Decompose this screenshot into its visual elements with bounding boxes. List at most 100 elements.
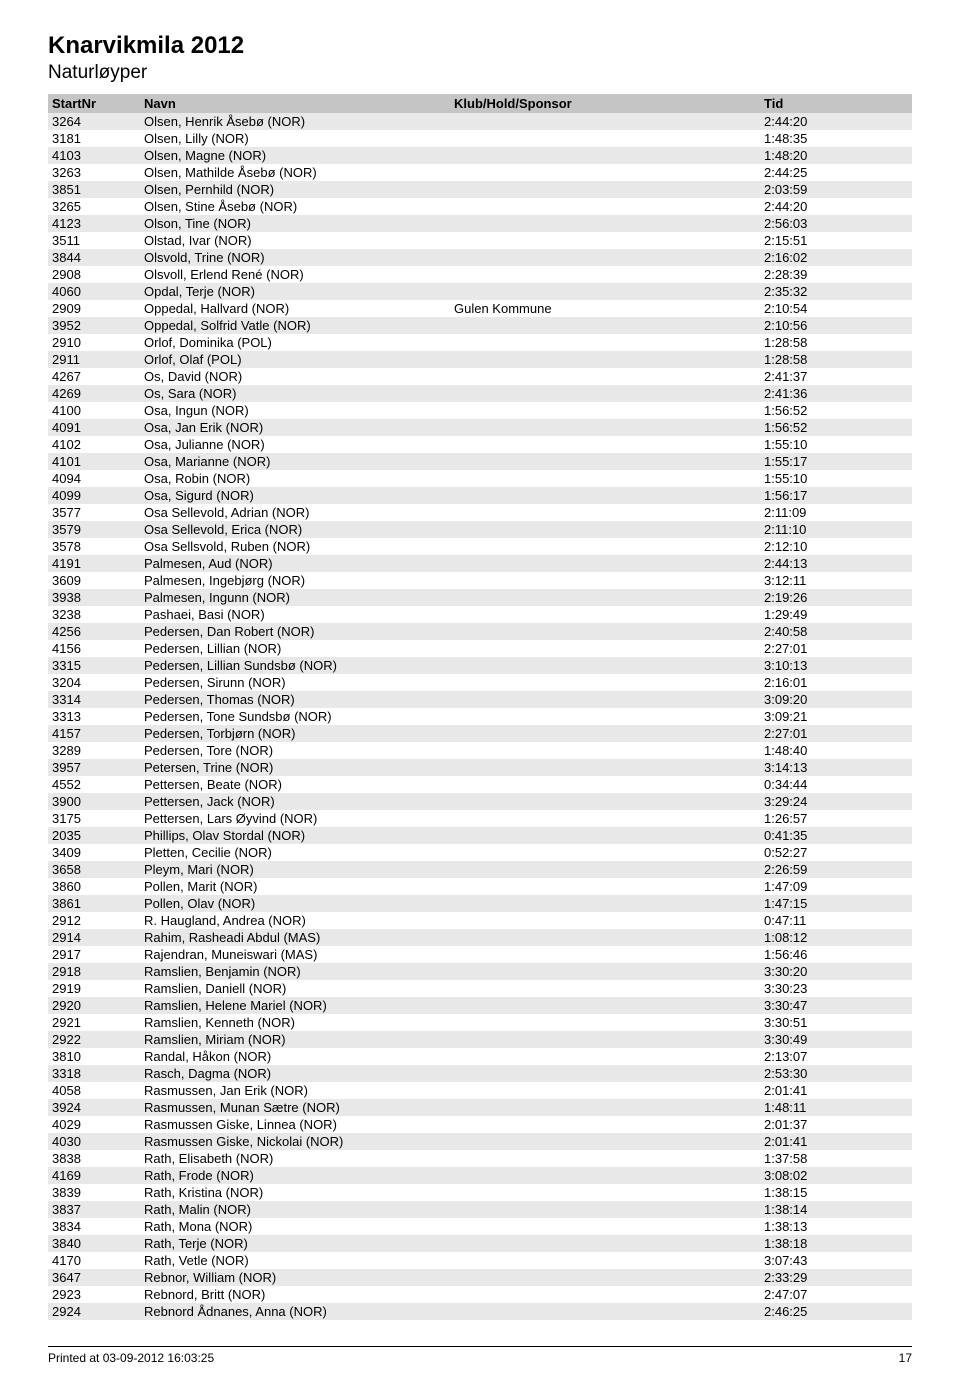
table-row: 3844Olsvold, Trine (NOR)2:16:02 [48,249,912,266]
cell-startnr: 3957 [52,759,144,776]
cell-navn: Rath, Vetle (NOR) [144,1252,454,1269]
cell-tid: 3:14:13 [764,759,844,776]
footer-page-number: 17 [899,1351,912,1365]
cell-tid: 3:30:47 [764,997,844,1014]
cell-startnr: 4123 [52,215,144,232]
cell-navn: Pleym, Mari (NOR) [144,861,454,878]
table-row: 3263Olsen, Mathilde Åsebø (NOR)2:44:25 [48,164,912,181]
table-row: 4170Rath, Vetle (NOR)3:07:43 [48,1252,912,1269]
cell-klub [454,402,764,419]
cell-startnr: 2919 [52,980,144,997]
cell-tid: 2:33:29 [764,1269,844,1286]
cell-klub [454,861,764,878]
table-row: 3289Pedersen, Tore (NOR)1:48:40 [48,742,912,759]
cell-navn: Ramslien, Benjamin (NOR) [144,963,454,980]
cell-tid: 2:27:01 [764,640,844,657]
cell-tid: 2:11:09 [764,504,844,521]
cell-startnr: 4058 [52,1082,144,1099]
cell-klub [454,436,764,453]
cell-tid: 2:35:32 [764,283,844,300]
table-row: 3647Rebnor, William (NOR)2:33:29 [48,1269,912,1286]
cell-tid: 2:10:56 [764,317,844,334]
cell-tid: 2:01:41 [764,1133,844,1150]
table-row: 3839Rath, Kristina (NOR)1:38:15 [48,1184,912,1201]
cell-klub [454,1286,764,1303]
cell-navn: Petersen, Trine (NOR) [144,759,454,776]
cell-tid: 1:47:15 [764,895,844,912]
cell-tid: 2:41:37 [764,368,844,385]
cell-startnr: 4552 [52,776,144,793]
cell-tid: 3:10:13 [764,657,844,674]
cell-startnr: 4157 [52,725,144,742]
cell-navn: Rasch, Dagma (NOR) [144,1065,454,1082]
table-row: 2919Ramslien, Daniell (NOR)3:30:23 [48,980,912,997]
cell-klub [454,742,764,759]
cell-startnr: 3938 [52,589,144,606]
cell-tid: 2:56:03 [764,215,844,232]
cell-tid: 1:38:14 [764,1201,844,1218]
cell-klub [454,810,764,827]
table-row: 2921Ramslien, Kenneth (NOR)3:30:51 [48,1014,912,1031]
table-row: 4030Rasmussen Giske, Nickolai (NOR)2:01:… [48,1133,912,1150]
cell-klub [454,725,764,742]
cell-startnr: 3313 [52,708,144,725]
cell-tid: 2:16:01 [764,674,844,691]
cell-startnr: 3839 [52,1184,144,1201]
cell-startnr: 2909 [52,300,144,317]
cell-tid: 2:19:26 [764,589,844,606]
cell-tid: 2:46:25 [764,1303,844,1320]
cell-navn: Olsen, Lilly (NOR) [144,130,454,147]
table-row: 4256Pedersen, Dan Robert (NOR)2:40:58 [48,623,912,640]
cell-tid: 2:27:01 [764,725,844,742]
cell-tid: 1:37:58 [764,1150,844,1167]
cell-navn: Osa, Sigurd (NOR) [144,487,454,504]
table-row: 3578Osa Sellsvold, Ruben (NOR)2:12:10 [48,538,912,555]
cell-startnr: 3238 [52,606,144,623]
cell-navn: Pettersen, Lars Øyvind (NOR) [144,810,454,827]
cell-klub [454,1303,764,1320]
cell-startnr: 3900 [52,793,144,810]
footer: Printed at 03-09-2012 16:03:25 17 [48,1346,912,1365]
cell-startnr: 4101 [52,453,144,470]
cell-klub [454,657,764,674]
cell-tid: 1:48:20 [764,147,844,164]
cell-startnr: 2918 [52,963,144,980]
table-row: 2923Rebnord, Britt (NOR)2:47:07 [48,1286,912,1303]
cell-navn: Ramslien, Miriam (NOR) [144,1031,454,1048]
table-row: 3837Rath, Malin (NOR)1:38:14 [48,1201,912,1218]
cell-startnr: 3315 [52,657,144,674]
cell-startnr: 4102 [52,436,144,453]
cell-startnr: 3289 [52,742,144,759]
cell-startnr: 4191 [52,555,144,572]
cell-navn: Oppedal, Solfrid Vatle (NOR) [144,317,454,334]
cell-navn: Palmesen, Ingebjørg (NOR) [144,572,454,589]
cell-tid: 0:34:44 [764,776,844,793]
cell-klub [454,1048,764,1065]
cell-navn: Rahim, Rasheadi Abdul (MAS) [144,929,454,946]
cell-klub [454,181,764,198]
cell-klub [454,844,764,861]
cell-navn: Osa, Jan Erik (NOR) [144,419,454,436]
cell-tid: 1:28:58 [764,334,844,351]
cell-navn: Olson, Tine (NOR) [144,215,454,232]
cell-startnr: 2922 [52,1031,144,1048]
table-row: 3577Osa Sellevold, Adrian (NOR)2:11:09 [48,504,912,521]
cell-startnr: 4267 [52,368,144,385]
table-row: 3810Randal, Håkon (NOR)2:13:07 [48,1048,912,1065]
table-row: 2924Rebnord Ådnanes, Anna (NOR)2:46:25 [48,1303,912,1320]
cell-klub [454,283,764,300]
cell-tid: 0:47:11 [764,912,844,929]
cell-tid: 2:44:20 [764,198,844,215]
cell-navn: Pedersen, Torbjørn (NOR) [144,725,454,742]
table-row: 3265Olsen, Stine Åsebø (NOR)2:44:20 [48,198,912,215]
cell-klub [454,164,764,181]
cell-navn: Olsvold, Trine (NOR) [144,249,454,266]
cell-startnr: 3263 [52,164,144,181]
cell-navn: Osa, Ingun (NOR) [144,402,454,419]
table-row: 3861Pollen, Olav (NOR)1:47:15 [48,895,912,912]
cell-startnr: 4091 [52,419,144,436]
cell-startnr: 2921 [52,1014,144,1031]
cell-tid: 1:55:10 [764,436,844,453]
cell-navn: Rasmussen Giske, Nickolai (NOR) [144,1133,454,1150]
cell-startnr: 3837 [52,1201,144,1218]
